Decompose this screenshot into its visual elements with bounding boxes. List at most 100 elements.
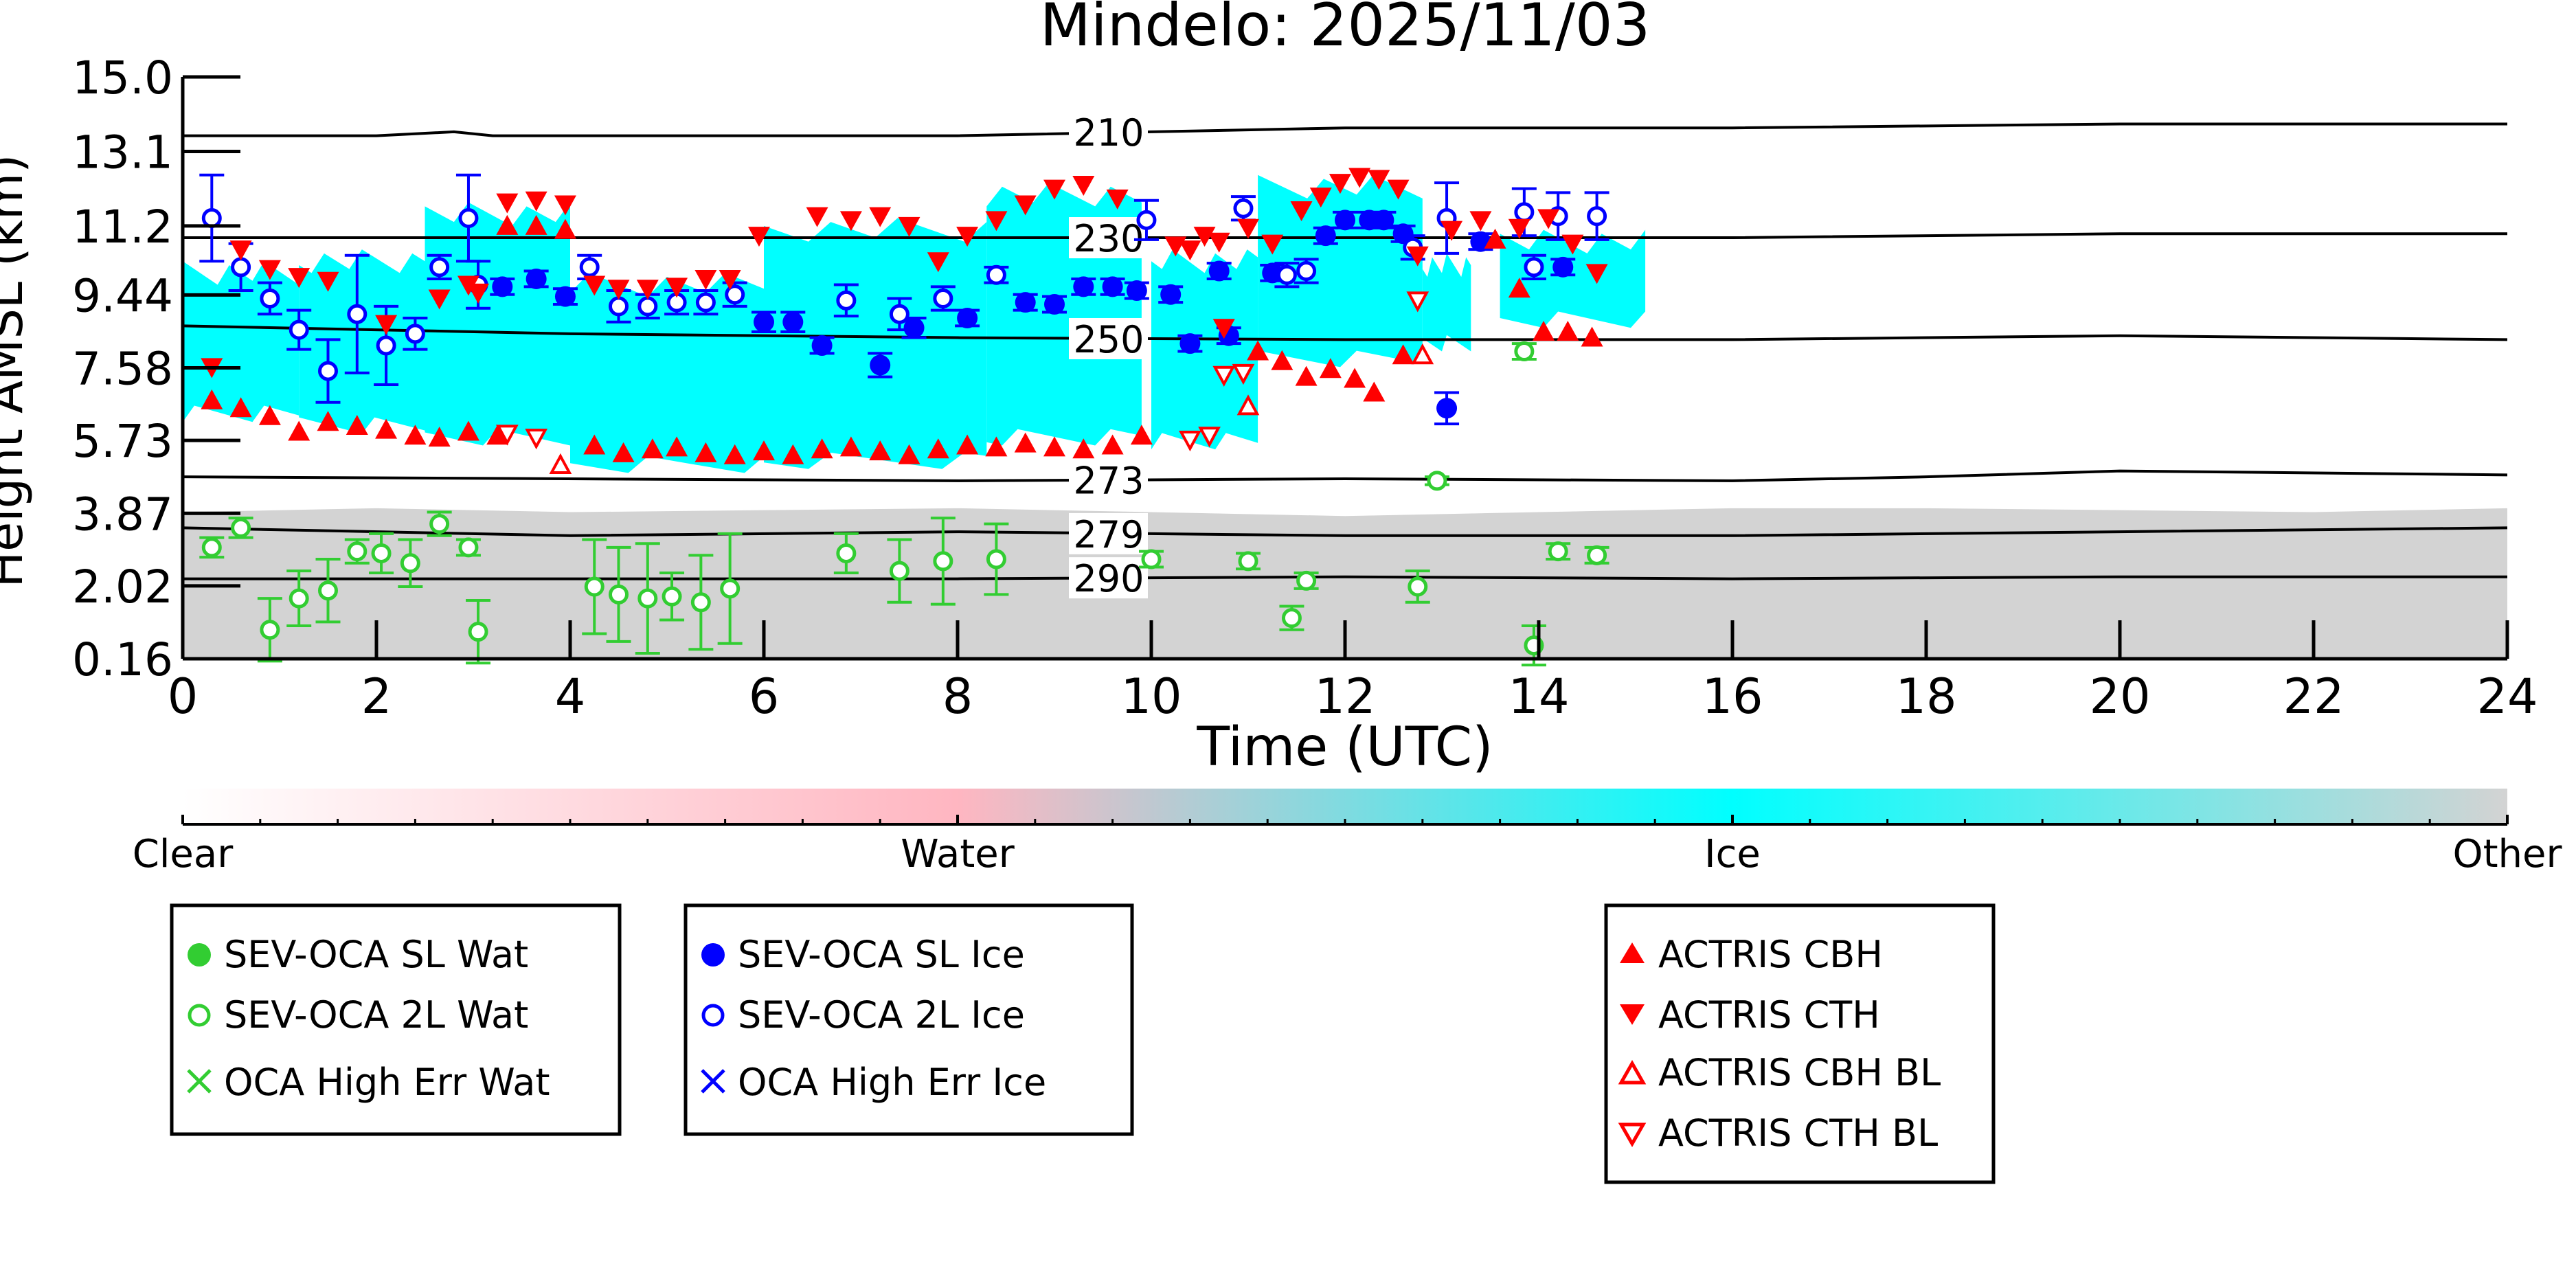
marker-actris-cth (927, 252, 949, 273)
legend-sev-oca-2l-ice-marker (701, 1004, 725, 1027)
marker-actris-cbh (288, 420, 310, 441)
legend-actris-cbh-marker (1620, 942, 1645, 963)
y-tick-label: 5.73 (72, 415, 173, 468)
marker-actris-cth (1212, 319, 1235, 339)
legend-sev-oca-sl-wat-label: SEV-OCA SL Wat (224, 933, 528, 976)
legend-water-frame (170, 903, 622, 1136)
x-tick-label: 16 (1702, 668, 1763, 725)
legend-actris-frame (1604, 903, 1996, 1184)
marker-actris-cth (607, 280, 630, 300)
marker-actris-cbh (1014, 432, 1037, 453)
marker-sev-oca-2l-ice (1136, 210, 1157, 230)
marker-sev-oca-2l-wat (429, 514, 450, 534)
legend-sev-oca-2l-wat-label: SEV-OCA 2L Wat (224, 993, 528, 1037)
isotherm-label: 273 (1073, 459, 1144, 502)
marker-sev-oca-sl-ice (754, 311, 774, 332)
marker-actris-cbh (1043, 436, 1065, 457)
legend-oca-high-err-ice-marker (701, 1069, 725, 1094)
marker-sev-oca-2l-ice (986, 264, 1006, 285)
isotherm-label: 290 (1073, 557, 1144, 600)
marker-actris-cbh (1130, 425, 1153, 445)
plot-axes: 0 2 4 6 8 10 12 14 16 18 20 22 240.162.023.875.737.5… (72, 52, 2538, 725)
marker-actris-cth (583, 275, 606, 296)
legend-water: SEV-OCA SL Wat SEV-OCA 2L Wat OCA High E… (170, 903, 622, 1136)
marker-actris-cth (496, 193, 519, 214)
marker-actris-cbh (1295, 365, 1318, 386)
x-tick-label: 6 (749, 668, 780, 725)
marker-sev-oca-2l-wat (986, 549, 1006, 569)
isotherm-label: 279 (1073, 513, 1144, 556)
marker-sev-oca-sl-ice (526, 268, 547, 289)
marker-actris-cbh (811, 438, 833, 459)
marker-sev-oca-sl-ice (1044, 294, 1065, 315)
isotherm-label-bg (1069, 111, 1148, 152)
marker-sev-oca-2l-ice (405, 324, 425, 344)
marker-actris-cth (1261, 234, 1284, 255)
legend-actris-cth-bl-label: ACTRIS CTH BL (1658, 1111, 1938, 1155)
marker-sev-oca-2l-ice (1514, 202, 1535, 223)
marker-sev-oca-sl-ice (1208, 260, 1230, 282)
marker-sev-oca-sl-ice (492, 276, 513, 297)
marker-actris-cth (1537, 209, 1560, 229)
marker-actris-cth (1585, 264, 1608, 284)
marker-sev-oca-2l-ice (231, 257, 251, 278)
marker-actris-cbh (898, 444, 920, 464)
marker-actris-cbh (229, 397, 252, 418)
legend-actris-cbh-bl-label: ACTRIS CBH BL (1658, 1051, 1941, 1094)
cloud-mask-ice-region (1151, 249, 1258, 450)
x-tick-label: 12 (1314, 668, 1375, 725)
marker-sev-oca-sl-ice (1073, 276, 1094, 297)
marker-sev-oca-2l-wat (1427, 471, 1447, 491)
marker-sev-oca-2l-wat (889, 561, 909, 581)
marker-sev-oca-sl-ice (1359, 210, 1380, 231)
marker-actris-cbh-bl (549, 453, 572, 475)
marker-sev-oca-2l-ice (637, 296, 658, 317)
marker-actris-cth (1329, 174, 1351, 194)
isotherm-line (183, 469, 2507, 482)
isotherm-label-bg (1069, 459, 1148, 501)
marker-sev-oca-2l-wat (458, 537, 479, 558)
legend-actris-cth-bl-marker (1618, 1122, 1647, 1148)
marker-actris-cbh (723, 444, 746, 464)
legend-sev-oca-sl-wat-marker (188, 943, 211, 967)
y-tick-label: 9.44 (72, 269, 173, 322)
marker-actris-cbh (927, 438, 949, 459)
isotherm-line (183, 526, 2507, 537)
marker-actris-cth (1508, 218, 1530, 239)
marker-actris-cth (1309, 188, 1332, 208)
marker-actris-cbh (404, 425, 427, 445)
marker-sev-oca-sl-ice (903, 317, 925, 339)
y-tick-label: 11.2 (72, 201, 173, 253)
colorbar-label-water: Water (901, 832, 1015, 877)
marker-actris-cth-bl (1232, 363, 1255, 385)
marker-sev-oca-sl-ice (1126, 280, 1147, 302)
marker-actris-cth-bl (525, 429, 548, 450)
marker-actris-cth (666, 278, 688, 298)
y-tick-label: 7.58 (72, 343, 173, 396)
marker-actris-cbh (486, 425, 509, 445)
marker-actris-cbh (1484, 228, 1506, 249)
marker-actris-cbh (258, 405, 281, 425)
marker-actris-cth (1208, 232, 1230, 253)
colorbar-label-other: Other (2452, 832, 2562, 877)
legend-actris-cth-label: ACTRIS CTH (1658, 993, 1880, 1037)
marker-sev-oca-2l-wat (1587, 545, 1607, 565)
marker-actris-cbh (1072, 438, 1095, 459)
x-tick-label: 2 (361, 668, 392, 725)
marker-actris-cth (636, 280, 659, 300)
marker-actris-cth (694, 269, 717, 290)
marker-actris-cth (1193, 227, 1216, 247)
marker-sev-oca-2l-wat (289, 588, 309, 609)
colorbar-label-ice: Ice (1704, 832, 1761, 877)
marker-actris-cth (1348, 168, 1371, 188)
legend-sev-oca-sl-ice-marker (701, 943, 725, 967)
marker-actris-cbh (1247, 340, 1269, 361)
marker-actris-cth (1290, 201, 1313, 222)
marker-actris-cbh (1392, 344, 1414, 365)
marker-sev-oca-sl-ice (1436, 398, 1458, 419)
marker-actris-cth (428, 289, 451, 310)
isotherm-label-bg (1069, 217, 1148, 259)
marker-sev-oca-2l-ice (725, 284, 745, 305)
marker-actris-cbh (457, 420, 479, 441)
